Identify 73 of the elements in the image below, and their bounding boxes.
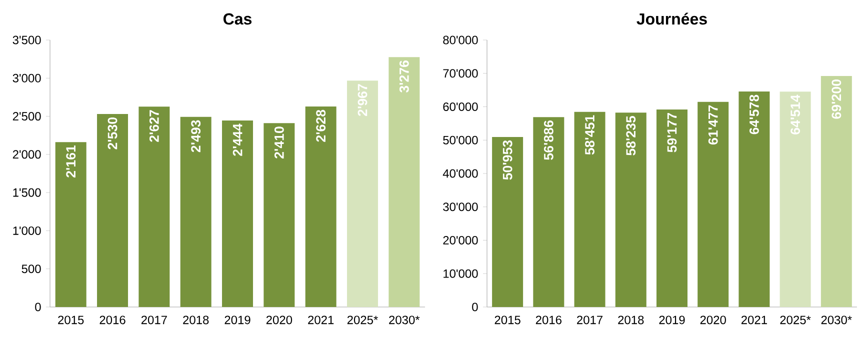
x-tick-label: 2019 [224,316,250,324]
chart-title: Journées [636,12,707,25]
data-label: 2'161 [66,145,76,178]
x-tick-label: 2016 [536,316,562,324]
bar [264,123,295,307]
y-tick-label: 70'000 [443,69,478,78]
chart-title: Cas [223,13,252,25]
y-tick-label: 30'000 [443,202,478,212]
data-label: 58'451 [585,115,594,155]
y-tick-label: 3'000 [12,74,41,82]
y-tick-label: 0 [472,302,478,312]
y-tick-label: 3'500 [12,36,41,44]
bar [820,76,852,307]
bar [388,57,420,307]
x-tick-label: 2018 [618,316,644,324]
x-tick-label: 2025* [780,316,811,324]
data-label: 50'953 [502,140,512,180]
bar [698,102,729,307]
data-label: 64'578 [749,94,759,134]
data-label: 2'967 [358,84,368,116]
data-label: 58'235 [626,116,636,156]
x-tick-label: 2015 [494,316,520,324]
data-label: 3'276 [399,60,409,93]
bar [574,112,606,307]
x-tick-label: 2016 [100,316,126,324]
data-label: 61'477 [708,105,718,145]
y-tick-label: 20'000 [443,236,478,244]
bar [305,106,336,307]
x-tick-label: 2017 [577,316,602,324]
y-tick-label: 0 [35,302,41,312]
x-tick-label: 2020 [700,316,726,324]
data-label: 2'627 [149,110,159,142]
x-tick-label: 2030* [821,316,852,324]
data-label: 69'200 [832,80,842,119]
y-tick-label: 500 [22,264,41,274]
y-tick-label: 1'000 [13,226,41,235]
data-label: 2'628 [316,110,326,142]
bar [138,106,170,307]
y-tick-label: 60'000 [443,102,478,112]
x-tick-label: 2030* [389,316,420,324]
bar [492,136,524,307]
bar [347,80,378,307]
y-tick-label: 10'000 [444,269,478,278]
x-tick-label: 2021 [308,316,334,324]
bar [780,92,811,307]
y-tick-label: 50'000 [443,136,478,144]
data-label: 2'530 [108,117,118,150]
x-tick-label: 2015 [58,316,84,324]
y-tick-label: 40'000 [442,169,478,178]
data-label: 56'886 [544,120,554,160]
bar [738,91,770,307]
bar [615,112,646,307]
x-tick-label: 2018 [183,316,209,324]
x-tick-label: 2017 [141,316,167,324]
x-tick-label: 2019 [659,316,685,324]
y-tick-label: 2'000 [12,150,41,159]
data-label: 2'410 [274,126,284,158]
bar [533,117,564,307]
data-label: 64'514 [790,94,800,134]
bar [656,110,688,307]
data-label: 2'444 [232,124,242,156]
bar [180,116,212,307]
x-tick-label: 2025* [347,316,378,324]
y-tick-label: 1'500 [13,188,41,197]
bar [55,142,86,307]
bar [222,120,254,307]
data-label: 59'177 [667,113,677,152]
bar [97,114,128,307]
data-label: 2'493 [191,120,201,152]
y-tick-label: 80'000 [443,36,478,44]
x-tick-label: 2020 [266,316,292,324]
y-tick-label: 2'500 [12,112,41,121]
x-tick-label: 2021 [741,316,767,324]
